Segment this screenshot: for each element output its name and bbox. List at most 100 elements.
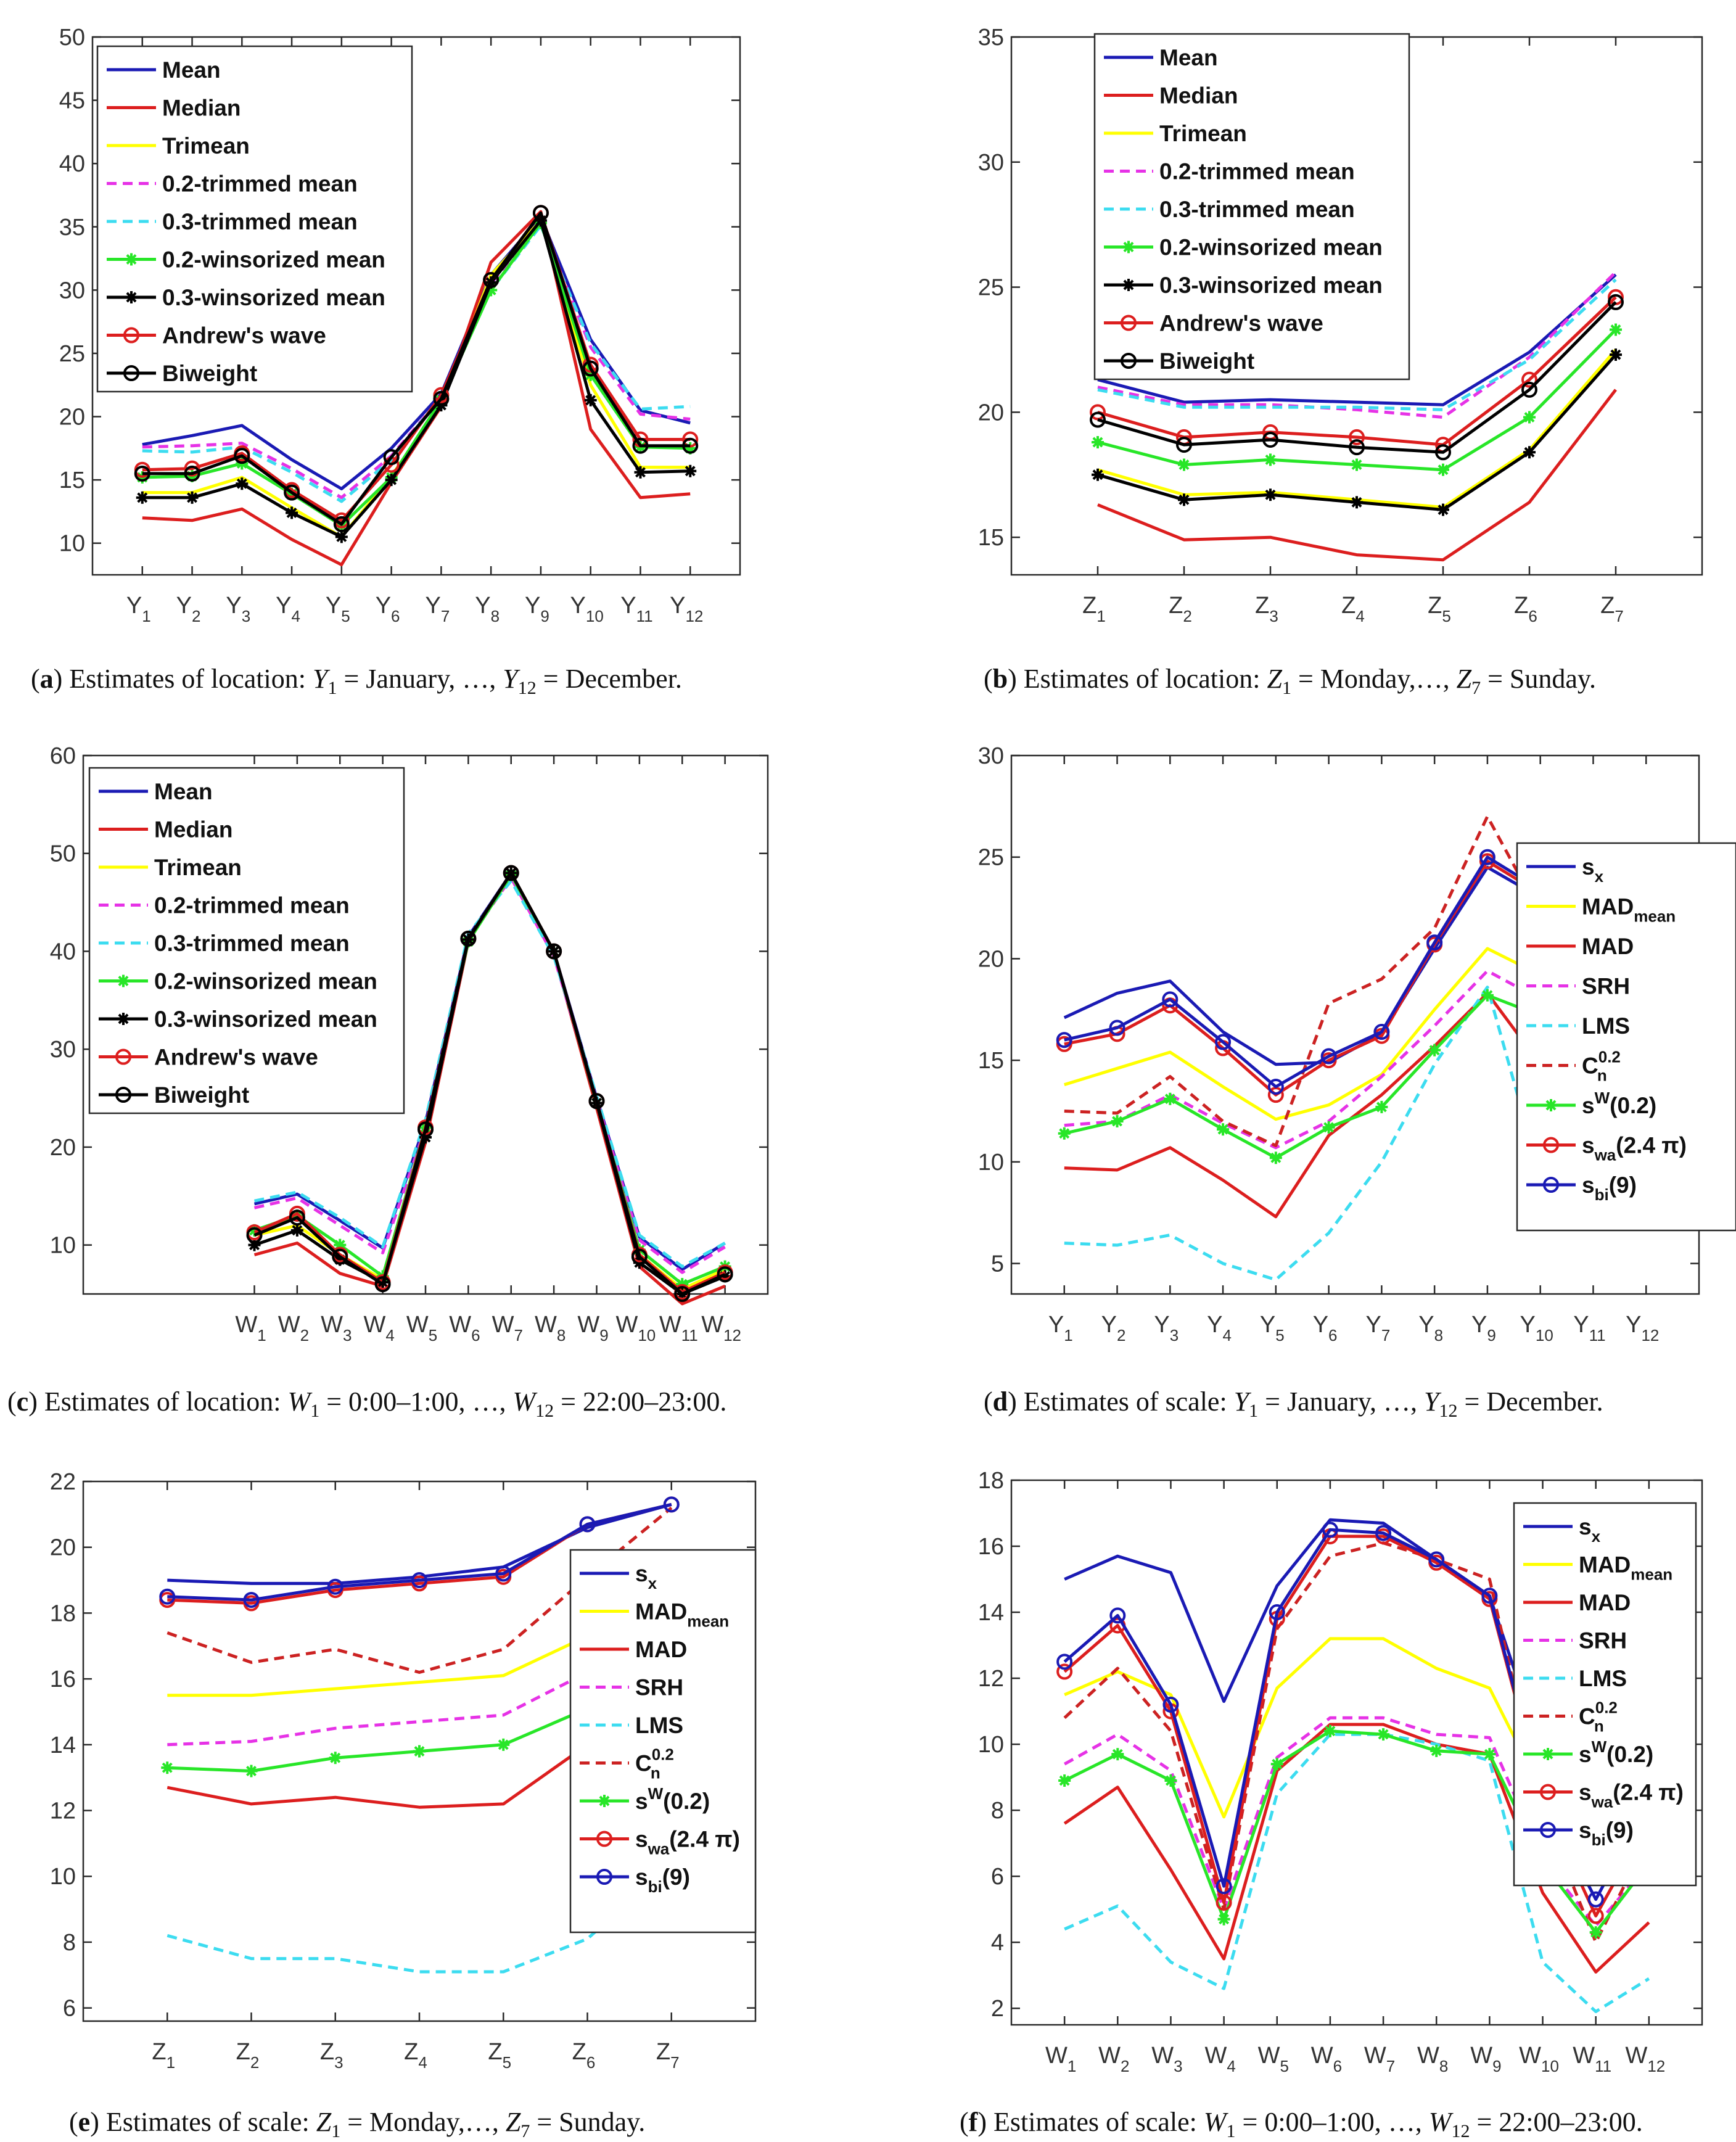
x-tick-label: W10 — [615, 1312, 656, 1345]
y-tick-label: 20 — [50, 1535, 76, 1561]
data-point — [1270, 1758, 1283, 1771]
legend-label: LMS — [1579, 1666, 1627, 1691]
x-tick-label: Y8 — [1418, 1312, 1443, 1345]
x-tick-label: W9 — [577, 1312, 608, 1345]
data-point — [329, 1752, 342, 1765]
data-point — [682, 437, 699, 454]
data-point — [1377, 1728, 1390, 1741]
series-4 — [1064, 1732, 1650, 2014]
legend-label: Median — [162, 96, 241, 121]
data-point — [1217, 1123, 1230, 1136]
caption-e: (e) Estimates of scale: Z1 = Monday,…, Z… — [69, 2107, 645, 2141]
data-point — [674, 1286, 691, 1302]
series-8 — [246, 865, 733, 1302]
data-point — [1262, 431, 1278, 448]
data-point — [1322, 1522, 1338, 1538]
y-tick-label: 30 — [59, 278, 85, 303]
data-point — [1589, 1926, 1602, 1939]
y-tick-label: 12 — [978, 1666, 1004, 1692]
legend-label: sW(0.2) — [1582, 1089, 1656, 1118]
data-point — [483, 271, 500, 288]
x-tick-label: Y8 — [475, 593, 500, 625]
data-point — [1351, 458, 1363, 471]
data-point — [1523, 411, 1536, 424]
data-point — [1587, 1891, 1604, 1908]
data-point — [184, 465, 200, 482]
x-tick-label: W12 — [1625, 2043, 1665, 2075]
legend-label: Andrew's wave — [1159, 311, 1323, 336]
data-point — [579, 1516, 596, 1533]
data-point — [1373, 1024, 1390, 1040]
series-8 — [1090, 294, 1624, 461]
legend-label: Mean — [1159, 45, 1218, 70]
y-tick-label: 14 — [50, 1732, 76, 1758]
data-point — [1320, 1048, 1337, 1065]
legend-label: sx — [635, 1561, 657, 1592]
data-point — [1351, 496, 1363, 509]
legend: Mean Median Trimean 0.2-trimmed mean 0.3-tri… — [88, 767, 405, 1114]
x-tick-label: Y11 — [1573, 1312, 1605, 1345]
data-point — [1269, 1604, 1285, 1621]
data-point — [1435, 444, 1451, 461]
x-tick-label: W3 — [1151, 2043, 1182, 2075]
data-point — [1481, 989, 1494, 1002]
data-point — [1109, 1607, 1126, 1624]
x-tick-label: Z3 — [1255, 593, 1278, 625]
legend-marker — [1543, 1137, 1559, 1153]
x-tick-label: W12 — [701, 1312, 741, 1345]
legend-marker — [115, 1087, 131, 1103]
y-tick-label: 20 — [59, 405, 85, 430]
x-tick-label: Y1 — [126, 593, 151, 625]
legend-label: 0.3-winsorized mean — [1159, 273, 1383, 298]
legend-marker — [1542, 1748, 1554, 1760]
y-tick-label: 30 — [978, 743, 1004, 769]
series-8 — [134, 205, 699, 532]
data-point — [495, 1565, 512, 1582]
y-tick-label: 30 — [978, 150, 1004, 176]
legend-label: Biweight — [162, 361, 257, 386]
data-point — [634, 466, 647, 479]
y-tick-label: 15 — [978, 1048, 1004, 1074]
legend-marker — [1540, 1822, 1556, 1838]
data-point — [1523, 446, 1536, 459]
legend-box — [569, 1549, 757, 1934]
legend: sx MADmean MAD SRH LMS C0.2 n sW(0.2) swa(2.4 π)… — [1516, 842, 1736, 1232]
series-line — [167, 1506, 673, 1674]
x-tick-label: Y10 — [1520, 1312, 1553, 1345]
data-point — [1481, 1588, 1498, 1604]
data-point — [335, 530, 348, 543]
y-tick-label: 25 — [59, 341, 85, 367]
x-tick-label: Z1 — [152, 2039, 175, 2072]
series-line — [142, 221, 691, 527]
series-line — [253, 876, 726, 1274]
legend-label: sW(0.2) — [1579, 1737, 1653, 1767]
legend-marker — [117, 1013, 130, 1025]
data-point — [584, 393, 597, 406]
data-point — [1608, 294, 1624, 310]
data-point — [184, 460, 200, 477]
y-tick-label: 8 — [991, 1798, 1004, 1824]
data-point — [1521, 371, 1537, 388]
legend-label: 0.2-trimmed mean — [154, 893, 350, 918]
y-tick-label: 8 — [63, 1930, 76, 1956]
legend-marker — [125, 253, 138, 266]
legend-label: Andrew's wave — [154, 1045, 318, 1070]
x-tick-label: W11 — [1573, 2043, 1611, 2075]
data-point — [1056, 1032, 1072, 1048]
data-point — [1428, 1044, 1441, 1057]
legend-label: SRH — [1582, 974, 1630, 999]
caption-c: (c) Estimates of location: W1 = 0:00–1:0… — [7, 1386, 726, 1421]
series-8 — [159, 1496, 680, 1609]
data-point — [1056, 1654, 1073, 1670]
series-2 — [1063, 1723, 1650, 1974]
data-point — [1349, 429, 1365, 445]
data-point — [1267, 1078, 1284, 1095]
data-point — [503, 865, 519, 881]
y-tick-label: 10 — [50, 1233, 76, 1259]
chart-panel-e: 6 8 10 12 14 16 18 20 22 Z1 Z2 Z3 Z4 Z5 Z6 Z7 sx MADmean M… — [50, 1469, 757, 2072]
data-point — [1111, 1748, 1124, 1761]
x-tick-label: Y1 — [1048, 1312, 1073, 1345]
series-3 — [1097, 271, 1617, 419]
x-tick-label: Z7 — [1600, 593, 1624, 625]
data-point — [1430, 1744, 1443, 1757]
